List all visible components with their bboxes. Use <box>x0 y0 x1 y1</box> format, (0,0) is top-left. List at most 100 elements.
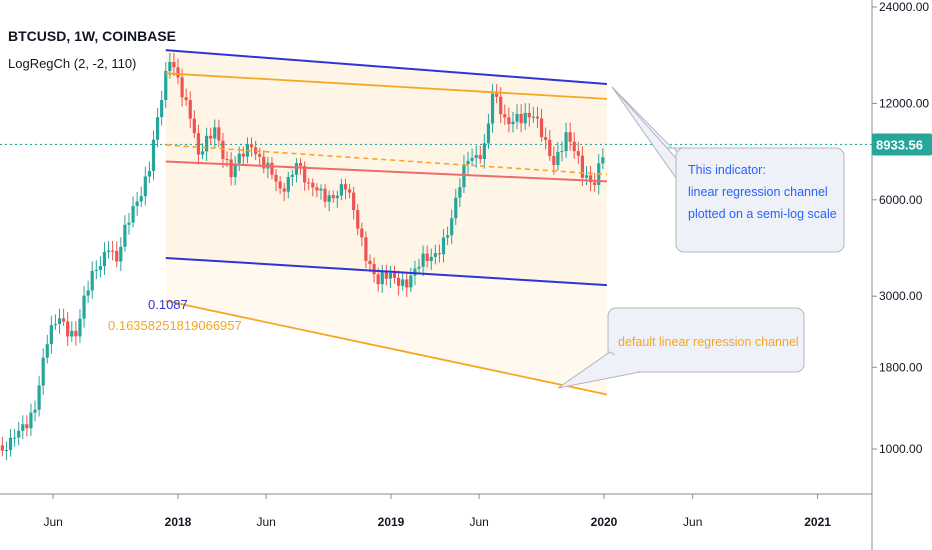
candle-body <box>225 158 229 160</box>
candle-body <box>286 176 290 192</box>
linear-callout-box <box>607 307 805 373</box>
candle-body <box>593 182 597 185</box>
candle-body <box>327 195 331 202</box>
candle-body <box>90 270 94 291</box>
linear-channel-upper-line[interactable] <box>165 72 607 100</box>
candle-body <box>601 157 605 164</box>
candle-body <box>160 100 164 118</box>
candle-body <box>294 163 299 175</box>
candle-body <box>53 324 58 326</box>
candle-body <box>515 113 519 122</box>
price-tick-label: 1800.00 <box>879 360 923 374</box>
legend-title: BTCUSD, 1W, COINBASE <box>8 28 176 44</box>
candle-body <box>433 253 437 257</box>
candle-body <box>486 123 491 144</box>
candle-body <box>311 182 315 188</box>
candle-body <box>4 450 9 452</box>
candle-body <box>307 182 311 184</box>
price-tick-label: 24000.00 <box>879 0 929 14</box>
candle-body <box>356 210 360 229</box>
candle-body <box>531 116 535 118</box>
candle-body <box>249 144 254 148</box>
candle-body <box>384 271 388 279</box>
candle-body <box>556 151 560 166</box>
channel-fill <box>165 50 607 286</box>
legend-indicator[interactable]: LogRegCh (2, -2, 110) <box>8 56 136 71</box>
semilog-value-label: 0.1087 <box>148 297 188 312</box>
candle-body <box>450 218 454 236</box>
candle-body <box>323 188 327 202</box>
time-tick-label: 2020 <box>591 515 618 529</box>
linear-channel-lower-line[interactable] <box>165 300 608 396</box>
time-tick-label: Jun <box>683 515 702 529</box>
candle-body <box>425 253 429 262</box>
candle-body <box>274 174 278 182</box>
candle-body <box>368 260 372 265</box>
candle-body <box>25 424 29 429</box>
candle-body <box>364 237 368 261</box>
candle-body <box>441 237 446 255</box>
candle-body <box>66 321 70 337</box>
candle-body <box>511 121 515 125</box>
price-tick-label: 1000.00 <box>879 442 923 456</box>
candle-body <box>188 100 192 119</box>
candle-body <box>41 357 45 386</box>
candle-body <box>200 151 205 155</box>
candle-body <box>111 250 115 252</box>
time-tick-label: 2021 <box>804 515 831 529</box>
semilog-channel-lower-line[interactable] <box>165 256 607 287</box>
candle-body <box>119 246 123 262</box>
candle-body <box>576 151 580 156</box>
candle-body <box>86 290 90 296</box>
candle-body <box>474 154 478 158</box>
candle-body <box>347 189 352 193</box>
candle-body <box>172 61 176 68</box>
candle-body <box>548 139 552 157</box>
candle-body <box>466 160 470 165</box>
candle-body <box>352 192 356 211</box>
candle-body <box>319 188 323 191</box>
candle-body <box>45 344 49 358</box>
candle-body <box>127 222 131 225</box>
candle-body <box>176 67 180 78</box>
candle-body <box>233 163 237 178</box>
price-axis[interactable]: 24000.00 12000.00 6000.00 3000.00 1800.00 100… <box>872 0 929 456</box>
candle-body <box>503 114 507 118</box>
candle-body <box>507 117 511 125</box>
candle-body <box>98 266 102 270</box>
candle-body <box>482 143 486 159</box>
candle-body <box>168 61 172 72</box>
candle-body <box>37 385 41 410</box>
candle-body <box>180 77 184 98</box>
semilog-callout-line-2: linear regression channel <box>688 185 828 199</box>
candle-body <box>339 184 343 196</box>
candle-body <box>139 196 143 202</box>
candle-body <box>446 235 450 238</box>
candle-body <box>360 228 364 238</box>
semilog-channel-mid-line[interactable] <box>165 160 607 183</box>
candle-body <box>405 279 409 288</box>
candle-body <box>0 445 4 451</box>
candle-body <box>237 153 241 164</box>
candle-body <box>33 409 37 413</box>
candle-body <box>143 176 147 197</box>
time-axis[interactable]: Jun 2018 Jun 2019 Jun 2020 Jun 2021 <box>43 494 831 529</box>
candle-body <box>135 201 139 207</box>
candle-body <box>539 118 544 138</box>
candle-body <box>401 279 405 286</box>
candle-body <box>123 224 127 247</box>
candle-body <box>454 197 458 219</box>
candle-body <box>196 133 201 155</box>
candle-body <box>499 96 503 115</box>
candle-body <box>49 325 53 345</box>
candle-body <box>184 97 188 101</box>
price-tick-label: 3000.00 <box>879 289 923 303</box>
candle-body <box>213 127 217 139</box>
candle-body <box>335 195 339 199</box>
linear-channel-mid-line[interactable] <box>165 144 607 176</box>
candle-body <box>437 253 442 255</box>
candle-body <box>544 137 548 140</box>
semilog-channel-upper-line[interactable] <box>165 49 607 85</box>
candle-body <box>8 437 13 451</box>
